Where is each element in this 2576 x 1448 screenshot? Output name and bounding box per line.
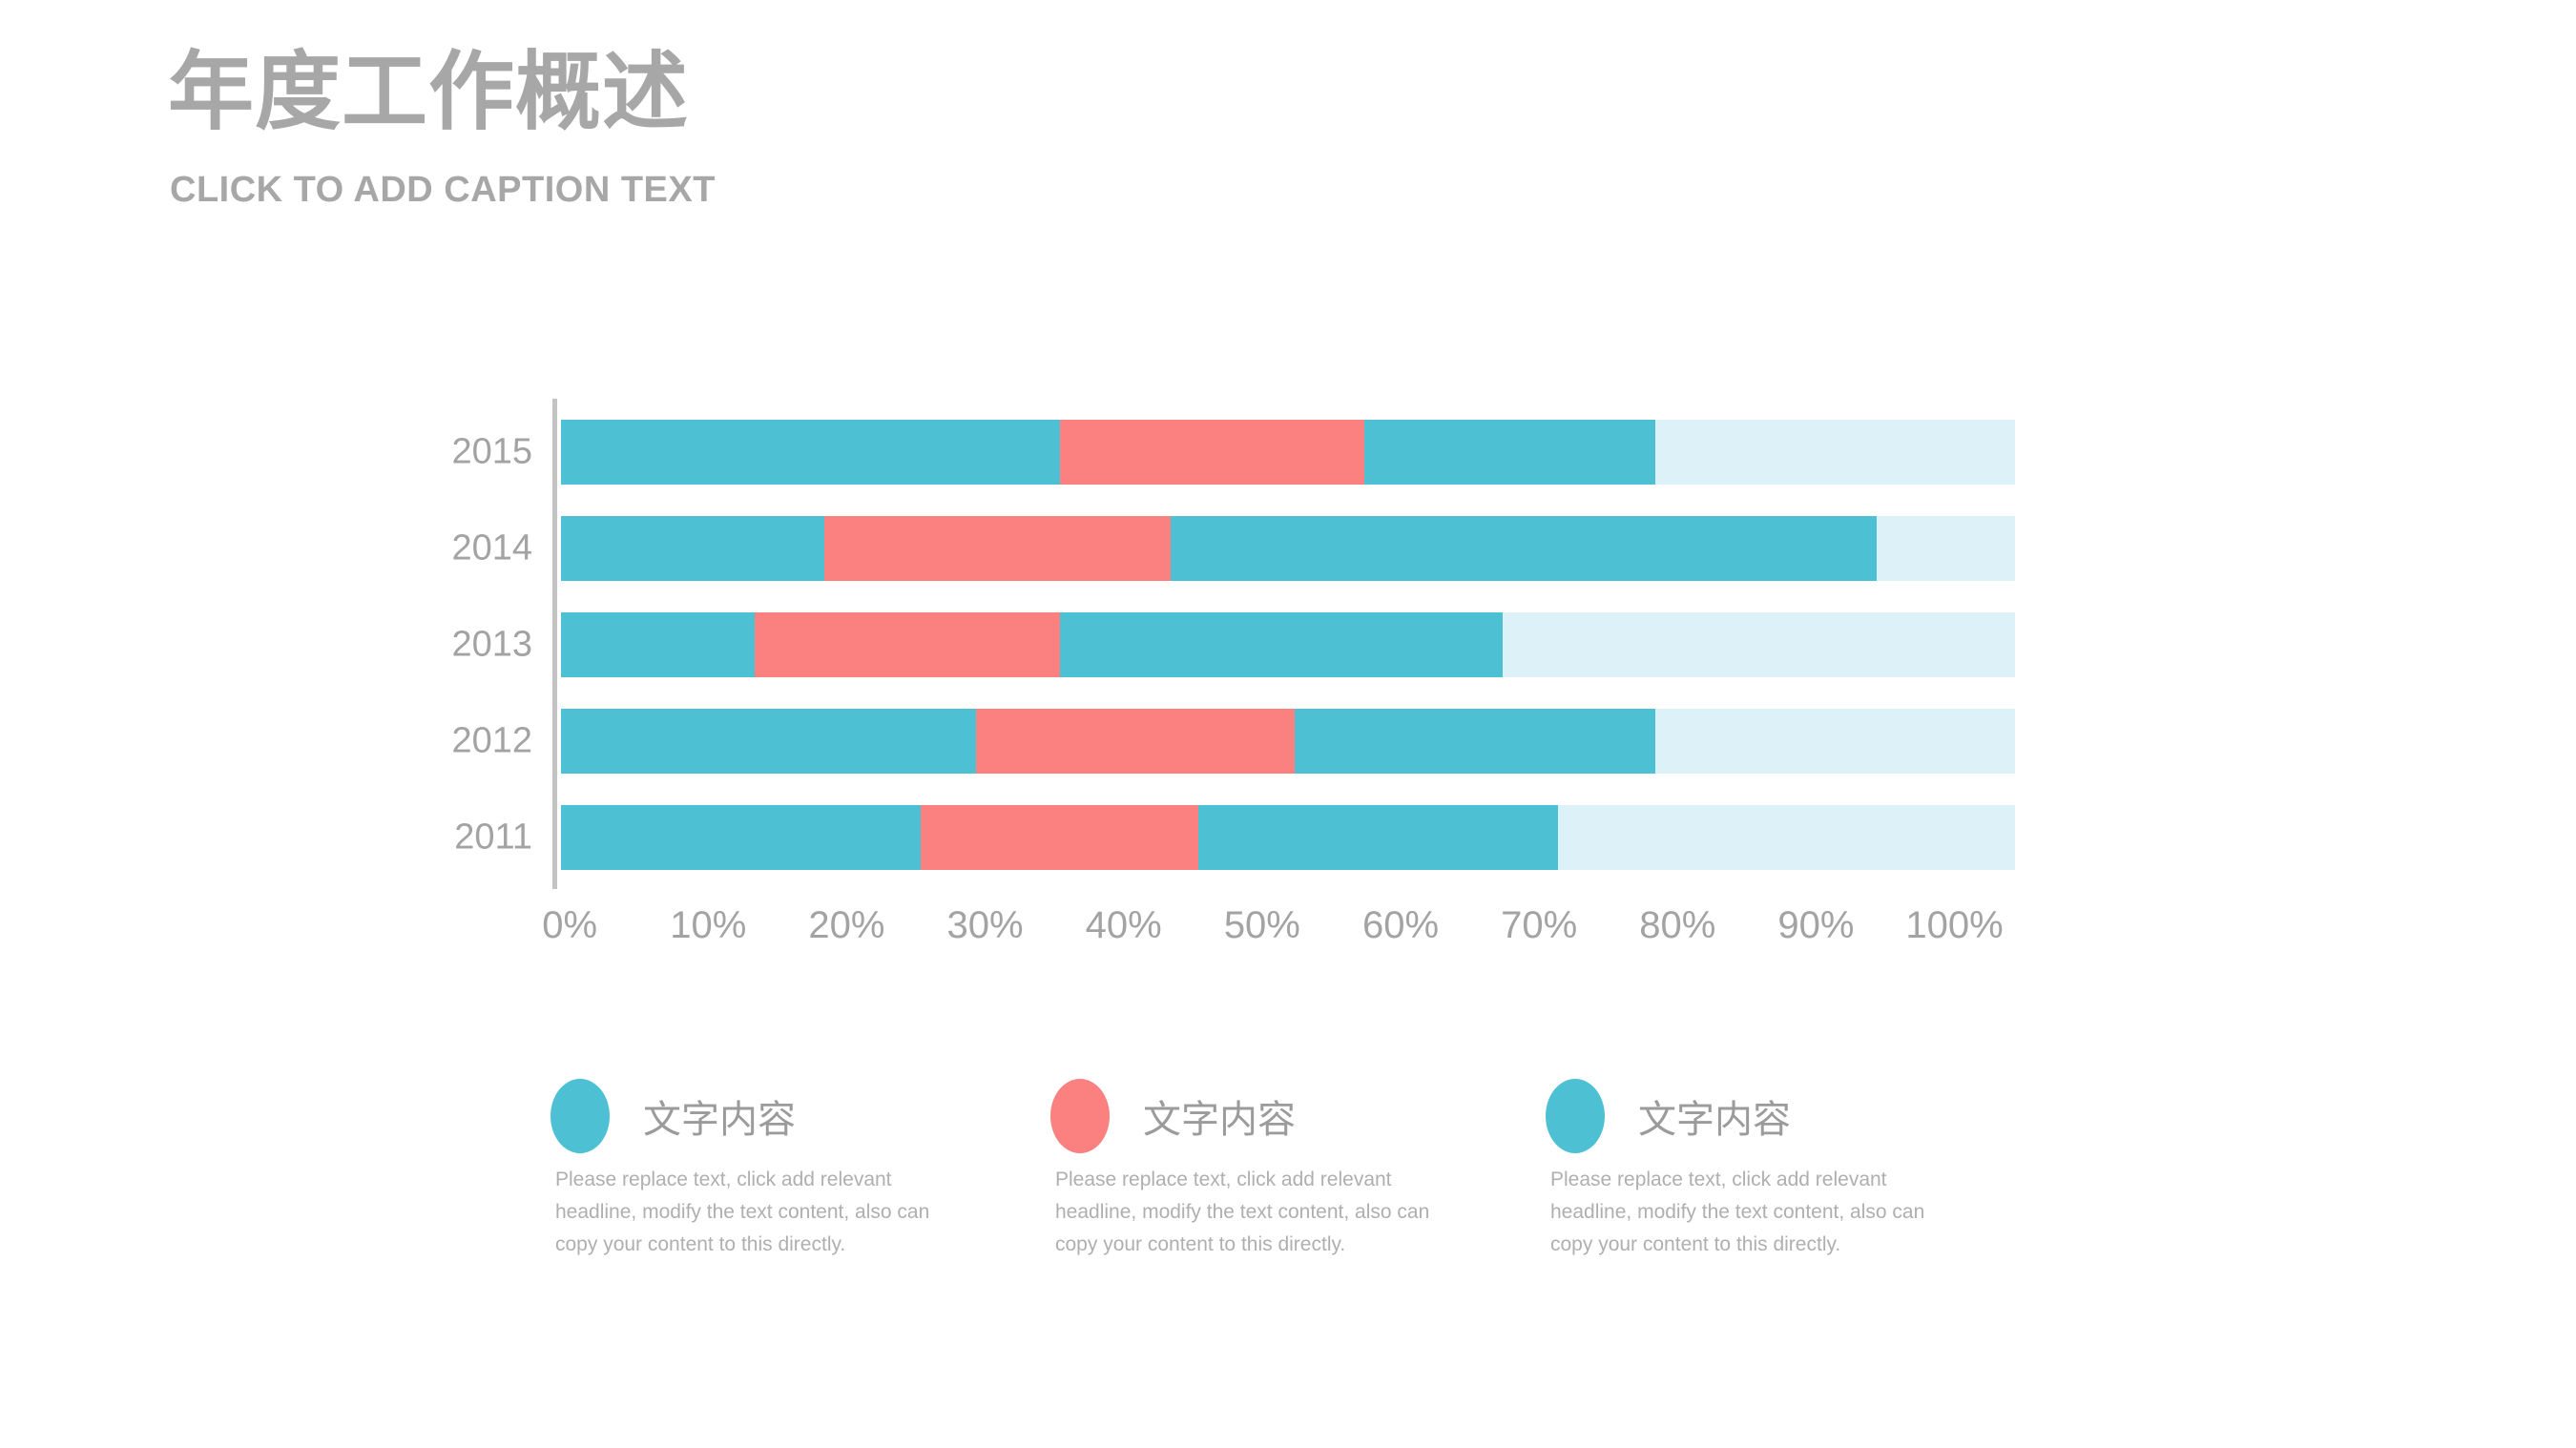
legend-header-1: 文字内容: [551, 1079, 970, 1153]
legend-header-2: 文字内容: [1050, 1079, 1470, 1153]
bar-segment-2011-series1[interactable]: [561, 805, 922, 870]
bar-segment-2013-series1[interactable]: [561, 612, 756, 677]
legend-header-3: 文字内容: [1546, 1079, 1965, 1153]
bar-row-2013: [561, 612, 2015, 677]
bar-segment-2015-series1[interactable]: [561, 420, 1060, 485]
legend-title: 文字内容: [643, 1099, 796, 1141]
x-tick-label-90: 90%: [1777, 904, 1855, 946]
legend-description-line: copy your content to this directly.: [1550, 1233, 1841, 1255]
bar-segment-2014-series3[interactable]: [1170, 516, 1877, 581]
bar-row-2012: [561, 709, 2015, 774]
legend-description-line: Please replace text, click add relevant: [555, 1169, 892, 1190]
category-label-2014: 2014: [451, 527, 532, 569]
x-tick-label-10: 10%: [670, 904, 747, 946]
category-label-2011: 2011: [454, 817, 532, 858]
bar-segment-2011-series3[interactable]: [1197, 805, 1559, 870]
x-tick-label-100: 100%: [1905, 904, 2004, 946]
legend-description: Please replace text, click add relevant h…: [1546, 1164, 1965, 1261]
legend-swatch-icon: [551, 1079, 610, 1153]
x-tick-label-50: 50%: [1223, 904, 1300, 946]
stacked-bar-chart: 2015 2014 2013 2012 2011 0% 10% 20% 30% 40% 50% 60…: [451, 399, 2015, 946]
y-axis-line: [552, 399, 557, 889]
category-label-2012: 2012: [451, 720, 532, 761]
bar-segment-2013-series2[interactable]: [755, 612, 1060, 677]
bar-segment-2011-series2[interactable]: [921, 805, 1198, 870]
bar-segment-2012-series2[interactable]: [976, 709, 1296, 774]
bar-segment-2013-series3[interactable]: [1059, 612, 1503, 677]
x-tick-label-60: 60%: [1361, 904, 1440, 946]
bar-segment-2012-series3[interactable]: [1295, 709, 1655, 774]
legend-item-3[interactable]: 文字内容 Please replace text, click add relev…: [1546, 1079, 1965, 1261]
x-tick-label-40: 40%: [1085, 904, 1162, 946]
category-label-2015: 2015: [451, 431, 532, 472]
legend-description-line: headline, modify the text content, also …: [1550, 1201, 1925, 1223]
legend-description: Please replace text, click add relevant h…: [1050, 1164, 1470, 1261]
legend-description-line: copy your content to this directly.: [1055, 1233, 1346, 1255]
bar-segment-2015-series3[interactable]: [1363, 420, 1655, 485]
bar-segment-2012-series1[interactable]: [561, 709, 977, 774]
bar-row-2014: [561, 516, 2015, 581]
bar-segment-2014-series2[interactable]: [823, 516, 1171, 581]
legend-swatch-icon: [1050, 1079, 1110, 1153]
category-label-2013: 2013: [451, 624, 532, 665]
x-tick-label-0: 0%: [542, 904, 598, 946]
bar-row-2015: [561, 420, 2015, 485]
x-tick-label-20: 20%: [808, 904, 885, 946]
legend-description-line: Please replace text, click add relevant: [1055, 1169, 1392, 1190]
slide-title[interactable]: 年度工作概述: [168, 45, 689, 140]
legend-description-line: copy your content to this directly.: [555, 1233, 846, 1255]
bar-row-2011: [561, 805, 2015, 870]
legend-item-2[interactable]: 文字内容 Please replace text, click add relev…: [1050, 1079, 1470, 1261]
legend-title: 文字内容: [1638, 1099, 1791, 1141]
x-tick-label-30: 30%: [946, 904, 1024, 946]
legend-description-line: Please replace text, click add relevant: [1550, 1169, 1887, 1190]
bar-segment-2015-series2[interactable]: [1059, 420, 1364, 485]
x-tick-label-70: 70%: [1501, 904, 1578, 946]
legend-description: Please replace text, click add relevant h…: [551, 1164, 970, 1261]
legend-title: 文字内容: [1143, 1099, 1296, 1141]
legend-item-1[interactable]: 文字内容 Please replace text, click add relev…: [551, 1079, 970, 1261]
bar-segment-2014-series1[interactable]: [561, 516, 824, 581]
slide-caption-placeholder[interactable]: CLICK TO ADD CAPTION TEXT: [170, 170, 716, 210]
legend-description-line: headline, modify the text content, also …: [1055, 1201, 1430, 1223]
legend-swatch-icon: [1546, 1079, 1605, 1153]
x-tick-label-80: 80%: [1639, 904, 1716, 946]
legend-description-line: headline, modify the text content, also …: [555, 1201, 930, 1223]
